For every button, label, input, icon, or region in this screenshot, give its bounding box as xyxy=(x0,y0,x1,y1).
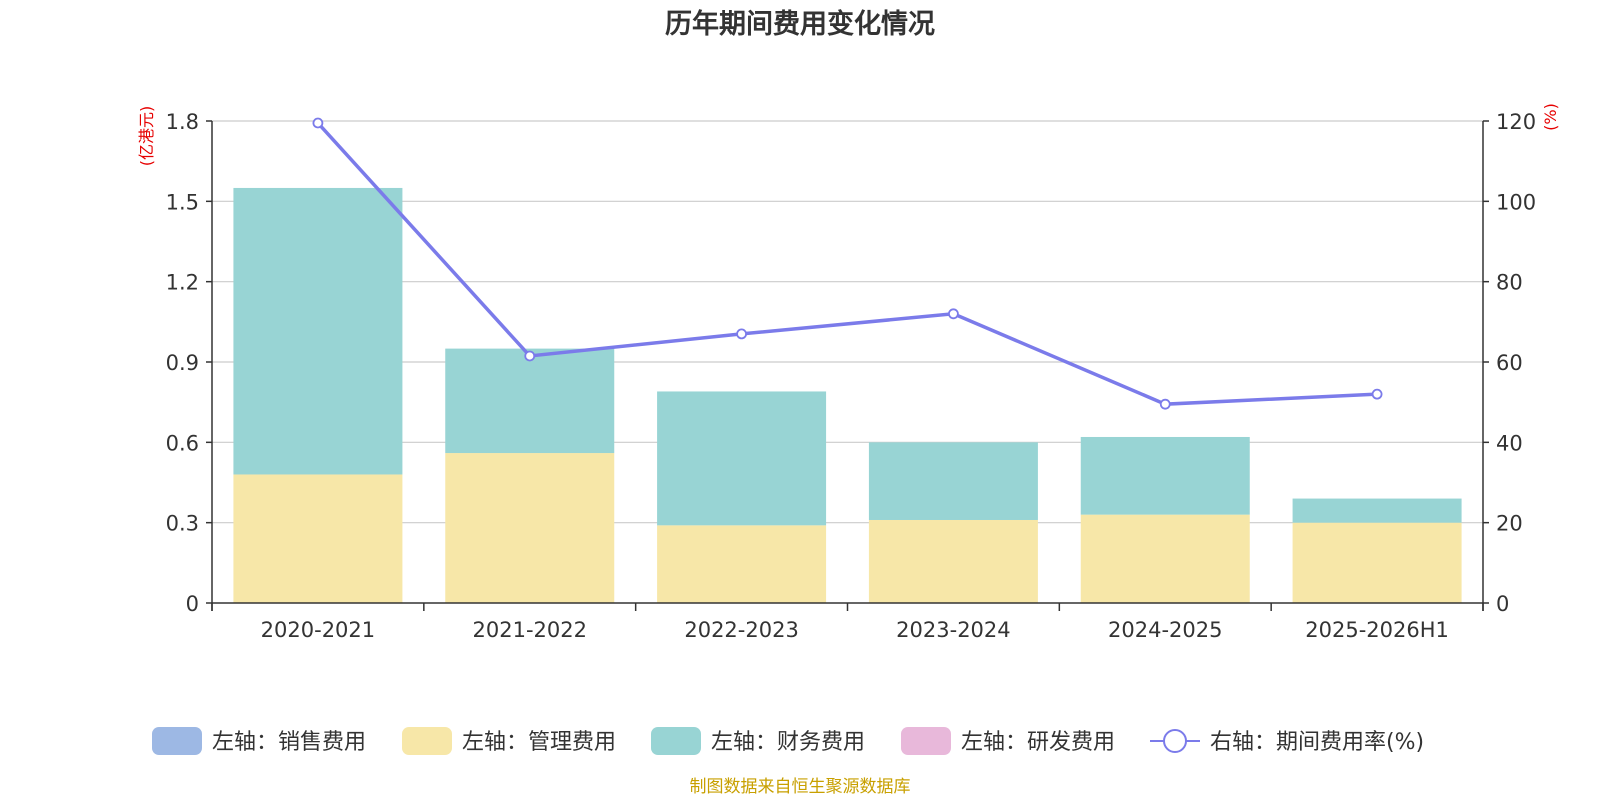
x-tick-label: 2023-2024 xyxy=(896,618,1010,642)
bar-admin-2022-2023 xyxy=(657,525,827,603)
rate-point-2022-2023 xyxy=(736,328,747,340)
legend-swatch-0 xyxy=(152,727,202,755)
left-tick-label: 1.2 xyxy=(166,271,199,295)
left-tick-label: 0.9 xyxy=(166,351,199,375)
x-tick-label: 2020-2021 xyxy=(261,618,375,642)
axes: 0 0.3 0.6 0.9 1.2 1.5 1.8 0 20 40 60 80 100 120 2020-2… xyxy=(166,110,1537,642)
rate-point-2020-2021 xyxy=(312,117,324,129)
legend-swatch-3 xyxy=(901,727,951,755)
legend-label-0: 左轴：销售费用 xyxy=(212,730,366,755)
left-tick-label: 1.5 xyxy=(166,190,199,214)
right-axis-unit: (%) xyxy=(1541,103,1560,131)
bar-finance-2020-2021 xyxy=(233,187,403,475)
legend-label-1: 左轴：管理费用 xyxy=(462,730,616,755)
right-tick-label: 100 xyxy=(1496,190,1536,214)
x-tick-label: 2025-2026H1 xyxy=(1305,618,1449,642)
x-tick-label: 2024-2025 xyxy=(1108,618,1222,642)
legend-label-3: 左轴：研发费用 xyxy=(961,730,1115,755)
legend-swatch-1 xyxy=(402,727,452,755)
right-tick-label: 60 xyxy=(1496,351,1523,375)
bars xyxy=(233,187,1462,603)
rate-point-2021-2022 xyxy=(524,350,536,362)
bar-finance-2021-2022 xyxy=(445,348,615,454)
bar-finance-2024-2025 xyxy=(1080,436,1250,515)
legend-label-2: 左轴：财务费用 xyxy=(711,730,865,755)
legend-swatch-2 xyxy=(651,727,701,755)
right-tick-label: 20 xyxy=(1496,512,1523,536)
legend-label-4: 右轴：期间费用率(%) xyxy=(1210,730,1424,755)
rate-point-2023-2024 xyxy=(948,308,959,320)
left-tick-label: 1.8 xyxy=(166,110,199,134)
left-tick-label: 0.6 xyxy=(166,431,199,455)
bar-admin-2021-2022 xyxy=(445,453,615,603)
bar-admin-2025-2026H1 xyxy=(1292,522,1462,603)
right-tick-label: 120 xyxy=(1496,110,1536,134)
right-tick-label: 0 xyxy=(1496,592,1509,616)
source-note: 制图数据来自恒生聚源数据库 xyxy=(690,777,911,797)
right-tick-label: 40 xyxy=(1496,431,1523,455)
bar-admin-2024-2025 xyxy=(1080,514,1250,603)
x-tick-label: 2021-2022 xyxy=(473,618,587,642)
left-tick-label: 0 xyxy=(186,592,199,616)
bar-admin-2020-2021 xyxy=(233,474,403,603)
bar-admin-2023-2024 xyxy=(868,519,1038,603)
gridlines xyxy=(212,120,1483,524)
left-axis-unit: (亿港元) xyxy=(137,106,156,167)
bar-finance-2023-2024 xyxy=(868,442,1038,520)
x-tick-label: 2022-2023 xyxy=(684,618,798,642)
bar-finance-2025-2026H1 xyxy=(1292,498,1462,523)
legend-circle-swatch xyxy=(1163,729,1187,753)
chart-title: 历年期间费用变化情况 xyxy=(665,8,935,40)
rate-point-2024-2025 xyxy=(1159,398,1171,410)
rate-line-path xyxy=(316,121,1378,406)
legend: 左轴：销售费用 左轴：管理费用 左轴：财务费用 左轴：研发费用 右轴：期间费用率(%) xyxy=(152,727,1424,755)
rate-point-2025-2026H1 xyxy=(1371,388,1383,400)
right-tick-label: 80 xyxy=(1496,271,1523,295)
rate-line xyxy=(312,117,1383,410)
left-tick-label: 0.3 xyxy=(166,512,199,536)
bar-finance-2022-2023 xyxy=(657,391,827,526)
